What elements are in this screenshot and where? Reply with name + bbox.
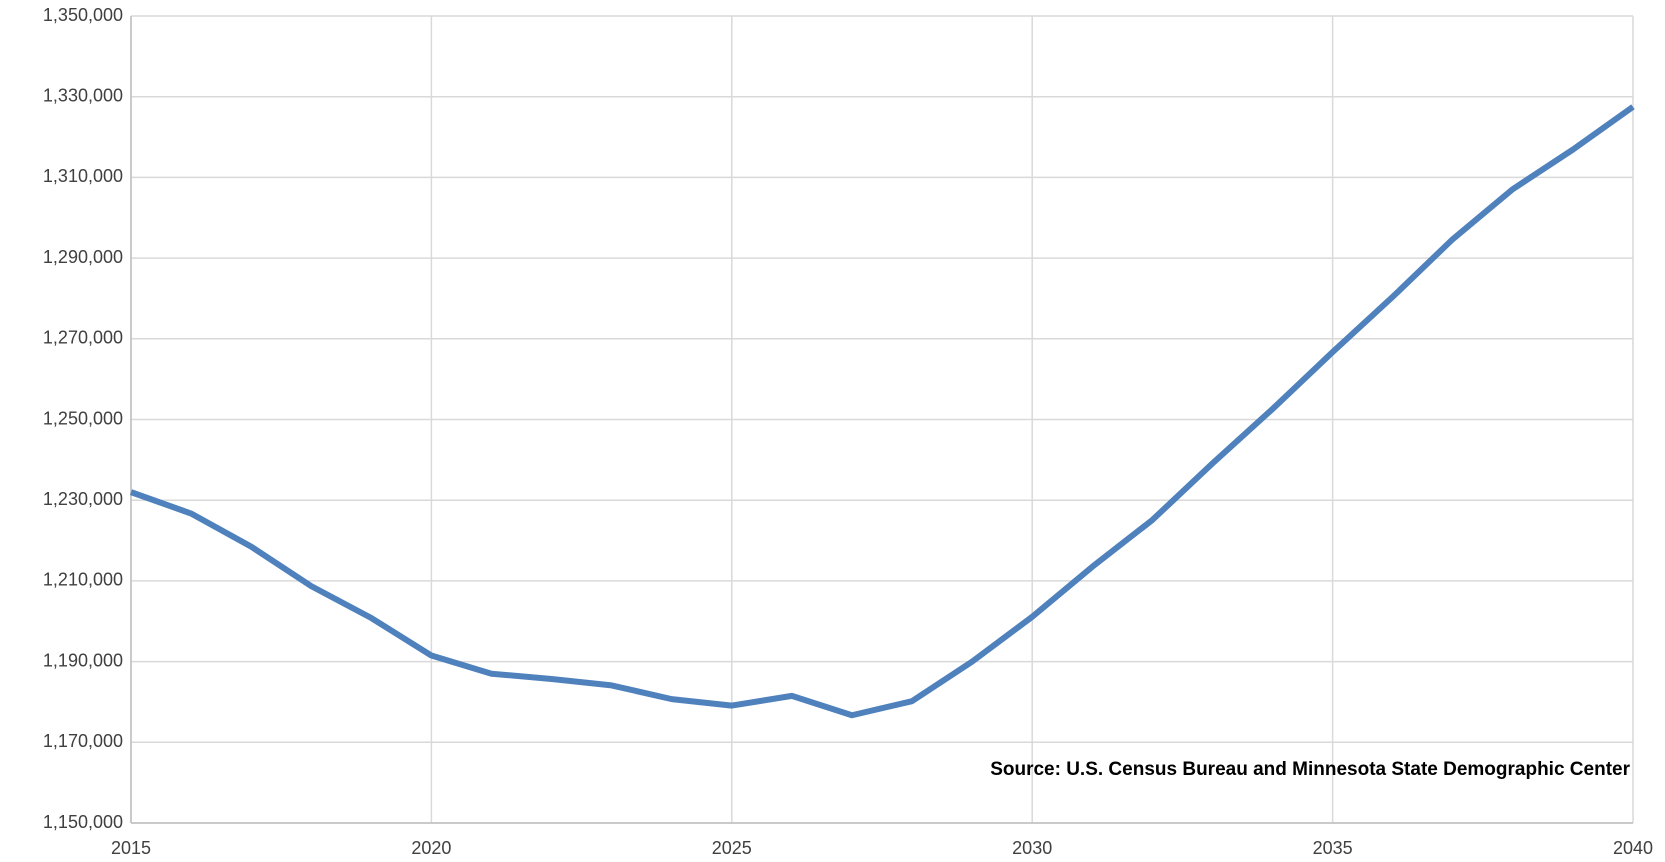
x-tick-label: 2020 xyxy=(411,838,451,858)
y-tick-label: 1,150,000 xyxy=(43,812,123,832)
x-tick-label: 2025 xyxy=(712,838,752,858)
y-tick-label: 1,270,000 xyxy=(43,328,123,348)
y-tick-label: 1,250,000 xyxy=(43,408,123,428)
source-note: Source: U.S. Census Bureau and Minnesota… xyxy=(990,759,1630,780)
x-tick-label: 2035 xyxy=(1313,838,1353,858)
y-tick-label: 1,230,000 xyxy=(43,489,123,509)
y-tick-label: 1,350,000 xyxy=(43,5,123,25)
y-tick-label: 1,170,000 xyxy=(43,731,123,751)
y-tick-label: 1,210,000 xyxy=(43,570,123,590)
series-line xyxy=(129,104,1635,719)
x-tick-label: 2030 xyxy=(1012,838,1052,858)
y-tick-label: 1,290,000 xyxy=(43,247,123,267)
y-tick-label: 1,310,000 xyxy=(43,166,123,186)
y-tick-label: 1,330,000 xyxy=(43,85,123,105)
x-tick-label: 2040 xyxy=(1613,838,1653,858)
x-tick-label: 2015 xyxy=(111,838,151,858)
y-tick-label: 1,190,000 xyxy=(43,650,123,670)
